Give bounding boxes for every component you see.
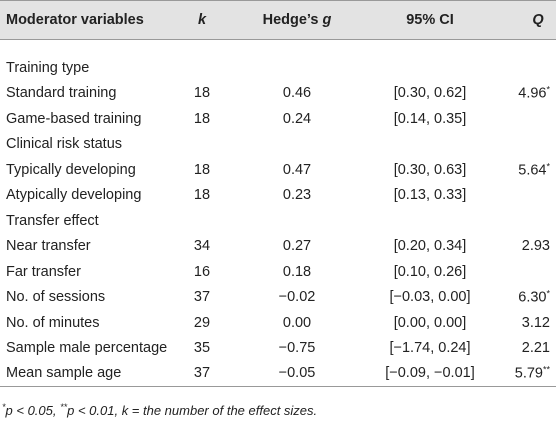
header-cell: 95% CI — [406, 12, 454, 28]
table-cell: [0.10, 0.26] — [393, 263, 467, 280]
table-cell: [0.13, 0.33] — [393, 187, 467, 204]
table-cell: 29 — [193, 314, 211, 331]
table-cell: −0.05 — [278, 365, 316, 382]
table-cell: [−0.03, 0.00] — [389, 289, 471, 306]
row-label: Near transfer — [6, 238, 91, 255]
table-cell: 18 — [193, 110, 211, 127]
footnote-part: * — [2, 402, 6, 412]
q-value: 5.79 — [514, 365, 543, 382]
table-cell: −0.75 — [278, 339, 316, 356]
footnote-part: k — [121, 403, 129, 418]
footnote-part: < 0.05, — [12, 403, 61, 418]
q-cell: 6.30* — [518, 289, 550, 306]
q-value: 5.64 — [518, 162, 547, 179]
table-cell: 35 — [193, 339, 211, 356]
header-cell: Moderator variables — [6, 12, 144, 28]
table-cell: 0.46 — [282, 85, 312, 102]
footnote-part: ** — [60, 402, 68, 412]
q-value: 2.21 — [521, 339, 550, 356]
table-cell: 18 — [193, 187, 211, 204]
table-cell: [0.30, 0.62] — [393, 85, 467, 102]
table-cell: 18 — [193, 161, 211, 178]
table-cell: 0.23 — [282, 187, 312, 204]
table-cell: [−0.09, −0.01] — [385, 365, 475, 382]
table-cell: 37 — [193, 365, 211, 382]
table-cell: [0.14, 0.35] — [393, 110, 467, 127]
q-cell: 2.93 — [522, 238, 550, 254]
table-cell: −0.02 — [278, 289, 316, 306]
table-cell: 16 — [193, 263, 211, 280]
table-cell: 0.24 — [282, 110, 312, 127]
footnote-part: < 0.01, — [74, 403, 122, 418]
header-row — [0, 0, 556, 40]
bottom-rule — [0, 386, 556, 387]
row-label: Training type — [6, 60, 90, 76]
table-cell: [0.00, 0.00] — [393, 314, 467, 331]
footnote-part: p — [67, 403, 75, 418]
header-cell: Hedge’s g — [263, 12, 332, 28]
q-cell: 4.96* — [518, 85, 550, 102]
table-cell: 0.47 — [282, 161, 312, 178]
q-value: 4.96 — [518, 85, 547, 102]
q-value: 3.12 — [521, 314, 550, 331]
row-label: Transfer effect — [6, 212, 99, 229]
row-label: Typically developing — [6, 161, 136, 178]
row-label: Game-based training — [6, 110, 142, 127]
significance-mark: ** — [542, 364, 550, 375]
q-cell: 5.64* — [518, 161, 550, 178]
header-cell: k — [197, 12, 207, 28]
row-label: Atypically developing — [6, 187, 142, 204]
header-cell: Q — [532, 12, 544, 28]
q-cell: 5.79** — [515, 365, 550, 382]
row-label: Standard training — [6, 85, 117, 102]
table-cell: 0.27 — [282, 238, 312, 255]
footnote: *p < 0.05, **p < 0.01, k = the number of… — [2, 402, 317, 418]
table-cell: 37 — [193, 289, 211, 306]
q-value: 6.30 — [518, 289, 547, 306]
table-cell: [−1.74, 0.24] — [389, 339, 471, 356]
row-label: Far transfer — [6, 263, 81, 280]
q-cell: 3.12 — [522, 315, 550, 331]
header-text: Hedge’s — [262, 12, 319, 28]
row-label: No. of sessions — [6, 289, 106, 306]
row-label: Mean sample age — [6, 365, 122, 382]
row-label: No. of minutes — [6, 314, 100, 331]
row-label: Sample male percentage — [6, 339, 168, 356]
table-cell: 18 — [193, 85, 211, 102]
table-cell: 0.00 — [282, 314, 312, 331]
table-cell: 0.18 — [282, 263, 312, 280]
row-label: Clinical risk status — [6, 136, 123, 153]
significance-mark: * — [546, 288, 550, 299]
significance-mark: * — [546, 161, 550, 172]
footnote-part: = the number of the effect sizes. — [128, 403, 318, 418]
q-value: 2.93 — [521, 238, 550, 255]
footnote-part: p — [5, 403, 13, 418]
significance-mark: * — [546, 84, 550, 95]
table-cell: 34 — [193, 238, 211, 255]
table-cell: [0.20, 0.34] — [393, 238, 467, 255]
q-cell: 2.21 — [522, 340, 550, 356]
table-cell: [0.30, 0.63] — [393, 161, 467, 178]
header-text: g — [322, 12, 332, 28]
